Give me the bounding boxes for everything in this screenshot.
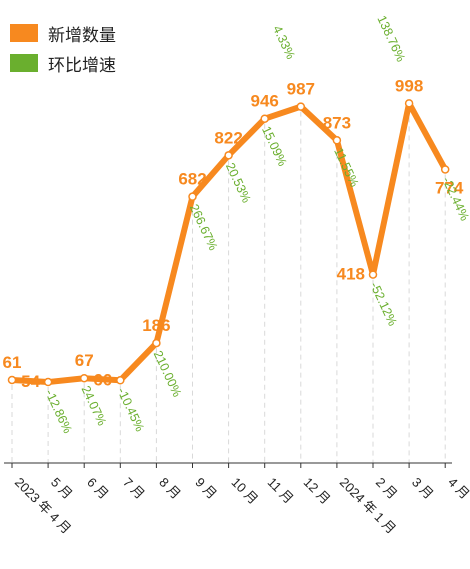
data-point	[224, 151, 233, 160]
x-tick-label: 4 月	[445, 475, 470, 502]
growth-rate-label: 15.09%	[259, 124, 290, 168]
value-label: 60	[93, 370, 112, 389]
growth-rate-label: -52.12%	[367, 280, 399, 328]
growth-rate-label: 4.33%	[270, 23, 298, 61]
value-label: 418	[337, 265, 365, 284]
data-point	[43, 377, 53, 387]
legend-item-mom-growth: 环比增速	[10, 48, 116, 78]
value-label: 774	[435, 178, 464, 197]
data-point	[332, 136, 342, 145]
legend-label-new-count: 新增数量	[48, 25, 116, 45]
value-label: 987	[287, 80, 315, 99]
value-label: 946	[251, 92, 279, 111]
legend-swatch-mom-growth	[10, 54, 38, 72]
growth-rate-label: -10.45%	[115, 386, 147, 434]
value-label: 54	[21, 372, 40, 391]
x-tick-label: 12 月	[301, 475, 334, 508]
x-tick-label: 5 月	[48, 475, 75, 502]
data-point	[404, 99, 414, 108]
value-label: 682	[178, 170, 206, 189]
data-point	[152, 338, 161, 348]
growth-rate-label: 138.76%	[374, 13, 408, 64]
x-tick-label: 11 月	[265, 475, 297, 507]
data-point	[296, 102, 306, 111]
value-label: 822	[214, 128, 242, 147]
value-label: 998	[395, 76, 423, 95]
legend: 新增数量 环比增速	[10, 18, 116, 78]
value-label: 873	[323, 113, 351, 132]
legend-label-mom-growth: 环比增速	[48, 55, 116, 75]
data-point	[7, 375, 17, 385]
data-point	[260, 114, 269, 123]
value-label: 186	[142, 316, 170, 335]
x-tick-label: 8 月	[156, 475, 183, 502]
value-label: 67	[75, 351, 94, 370]
x-tick-label: 10 月	[228, 475, 261, 508]
growth-rate-label: 11.55%	[331, 146, 361, 190]
growth-rate-label: 20.53%	[223, 161, 254, 205]
legend-item-new-count: 新增数量	[10, 18, 116, 48]
data-point	[188, 192, 197, 201]
data-point	[116, 376, 125, 385]
growth-rate-label: -22.44%	[439, 175, 470, 223]
growth-rate-label: -12.86%	[42, 387, 74, 435]
x-tick-label: 7 月	[120, 475, 147, 502]
x-tick-label: 6 月	[84, 475, 111, 502]
legend-swatch-new-count	[10, 24, 38, 42]
data-point	[368, 270, 378, 279]
x-tick-label: 9 月	[192, 475, 219, 502]
value-label: 61	[3, 353, 22, 372]
growth-rate-label: 24.07%	[78, 384, 109, 428]
x-tick-label: 2 月	[373, 475, 400, 502]
growth-rate-label: 266.67%	[187, 202, 221, 253]
data-point	[79, 373, 89, 383]
growth-rate-label: 210.00%	[151, 348, 185, 399]
x-tick-label: 3 月	[409, 475, 436, 502]
data-point	[440, 165, 450, 174]
